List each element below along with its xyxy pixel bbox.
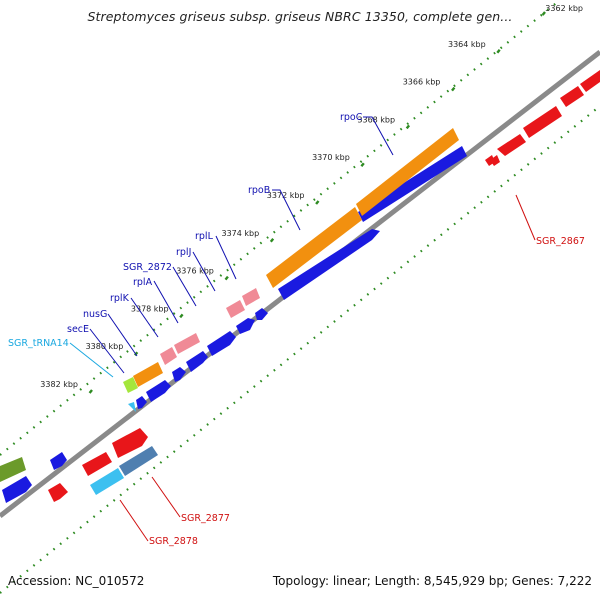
forward-strand-genes: [0, 128, 459, 502]
gene-SGR_2877-blue: [119, 446, 158, 476]
outer-dotted-track: [0, 0, 561, 456]
label-secE: secE: [67, 324, 89, 335]
tick-label: 3376 kbp: [176, 267, 214, 276]
gene-rpoB: [266, 207, 362, 288]
gene-rpoC: [356, 128, 459, 216]
tick-marks: [88, 11, 546, 394]
tick-label: 3370 kbp: [312, 153, 350, 162]
label-rplA: rplA: [133, 277, 153, 288]
gene-red-mid: [82, 452, 112, 476]
reverse-strand-genes: [2, 146, 467, 503]
tick-label: 3380 kbp: [86, 342, 124, 351]
label-rpoC: rpoC: [340, 112, 363, 123]
gene-rpoB-reverse: [278, 229, 380, 300]
tick-label: 3364 kbp: [448, 40, 486, 49]
gene-left-reverse-1: [2, 476, 32, 503]
label-rplK: rplK: [110, 293, 130, 304]
map-title: Streptomyces griseus subsp. griseus NBRC…: [87, 9, 513, 24]
right-forward-genes: [485, 70, 600, 166]
tick-mark: [179, 313, 184, 319]
label-SGR_2872: SGR_2872: [123, 262, 172, 273]
gene-secE-reverse: [146, 380, 171, 402]
gene-nusG: [133, 362, 163, 387]
callout-tRNA: [69, 342, 114, 378]
tick-mark: [224, 275, 229, 281]
callout-SGR_2878: [119, 499, 149, 542]
callout-rplK: [130, 297, 159, 338]
tick-label: 3366 kbp: [403, 78, 441, 87]
gene-rplK: [160, 347, 177, 365]
tick-mark: [269, 238, 275, 243]
label-SGR_2867: SGR_2867: [536, 236, 585, 247]
topology-text: Topology: linear; Length: 8,545,929 bp; …: [272, 574, 592, 588]
callout-rplJ: [192, 251, 216, 292]
gene-rplL: [242, 288, 260, 306]
tick-mark: [88, 389, 93, 394]
gene-tRNA-reverse: [128, 402, 136, 412]
callout-SGR_2867: [515, 194, 536, 241]
gene-rplA-reverse: [207, 331, 236, 356]
gene-SGR_2867-a: [497, 134, 526, 156]
gene-red-small: [48, 483, 68, 502]
callout-rpoB: [272, 189, 301, 231]
gene-left-reverse-2: [50, 452, 67, 470]
label-rplJ: rplJ: [176, 247, 191, 258]
callout-SGR_2877: [151, 476, 181, 518]
label-SGR_tRNA14: SGR_tRNA14: [8, 338, 69, 349]
callout-rplA: [153, 280, 179, 324]
label-SGR_2877: SGR_2877: [181, 513, 230, 524]
gene-small-reverse: [136, 396, 147, 409]
tick-label: 3382 kbp: [40, 380, 78, 389]
gene-SGR_2878: [90, 468, 124, 495]
accession-text: Accession: NC_010572: [8, 574, 145, 588]
tick-mark: [405, 124, 411, 130]
tick-label: 3374 kbp: [221, 229, 259, 238]
gene-rplL-reverse: [255, 308, 268, 320]
tick-label: 3362 kbp: [545, 4, 583, 13]
gene-rplJ: [226, 300, 245, 318]
label-rplL: rplL: [195, 231, 214, 242]
gene-rplJ-reverse: [236, 318, 255, 334]
tick-mark: [315, 200, 320, 205]
gene-nusG-reverse: [172, 367, 186, 382]
gene-right-red-1: [523, 106, 562, 138]
callout-nusG: [107, 313, 138, 357]
gene-olive: [0, 457, 26, 482]
gene-right-red-3: [580, 70, 600, 92]
callout-lines: [69, 116, 536, 542]
tick-mark: [360, 162, 365, 167]
gene-SGR_2877-red: [112, 428, 148, 458]
gene-SGR_2867-c: [490, 155, 500, 166]
tick-mark: [496, 49, 501, 54]
callout-SGR_2872: [172, 266, 197, 307]
gene-rplA: [174, 333, 200, 354]
tick-label: 3372 kbp: [267, 191, 305, 200]
label-SGR_2878: SGR_2878: [149, 536, 198, 547]
label-nusG: nusG: [83, 309, 107, 320]
tick-mark: [133, 351, 139, 356]
gene-rplK-reverse: [186, 351, 208, 372]
callout-secE: [89, 328, 125, 374]
gene-rpoC-reverse: [358, 146, 467, 222]
gene-right-red-2: [560, 86, 584, 107]
tick-label: 3378 kbp: [131, 304, 169, 313]
tick-labels: 3362 kbp 3364 kbp 3366 kbp 3368 kbp 3370 kbp…: [40, 4, 583, 389]
gene-secE: [123, 377, 138, 393]
tick-mark: [451, 86, 456, 92]
callout-rpoC: [363, 116, 394, 156]
tick-label: 3368 kbp: [357, 115, 395, 124]
callout-rplL: [215, 235, 237, 280]
gene-labels: rpoC rpoB rplL rplJ SGR_2872 rplA rplK n…: [8, 112, 585, 547]
tick-mark: [541, 11, 546, 16]
label-rpoB: rpoB: [248, 185, 270, 196]
